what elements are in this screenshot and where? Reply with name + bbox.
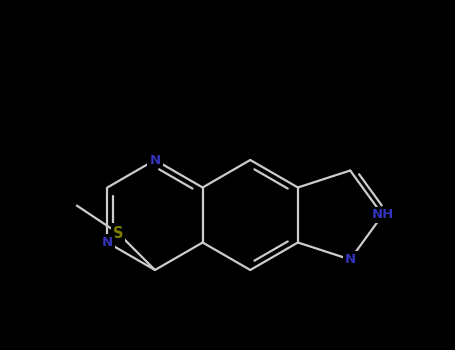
Text: N: N: [344, 253, 356, 266]
Text: S: S: [113, 225, 123, 240]
Text: N: N: [102, 236, 113, 249]
Text: NH: NH: [371, 209, 394, 222]
Text: N: N: [149, 154, 161, 167]
